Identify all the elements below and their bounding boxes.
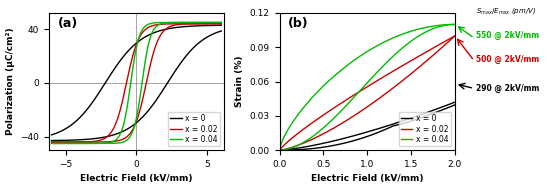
X-axis label: Electric Field (kV/mm): Electric Field (kV/mm) [80, 174, 193, 184]
Text: 550 @ 2kV/mm: 550 @ 2kV/mm [476, 31, 539, 40]
Text: (a): (a) [57, 17, 78, 30]
Text: (b): (b) [288, 17, 309, 30]
Text: $S_{max}/E_{max}$ (pm/V): $S_{max}/E_{max}$ (pm/V) [476, 6, 537, 16]
X-axis label: Electric Field (kV/mm): Electric Field (kV/mm) [311, 174, 423, 184]
Y-axis label: Polarization (μC/cm²): Polarization (μC/cm²) [5, 28, 15, 135]
Text: 290 @ 2kV/mm: 290 @ 2kV/mm [476, 84, 539, 93]
Text: 500 @ 2kV/mm: 500 @ 2kV/mm [476, 55, 539, 64]
Legend: x = 0, x = 0.02, x = 0.04: x = 0, x = 0.02, x = 0.04 [399, 112, 451, 146]
Y-axis label: Strain (%): Strain (%) [235, 56, 244, 107]
Legend: x = 0, x = 0.02, x = 0.04: x = 0, x = 0.02, x = 0.04 [168, 112, 220, 146]
